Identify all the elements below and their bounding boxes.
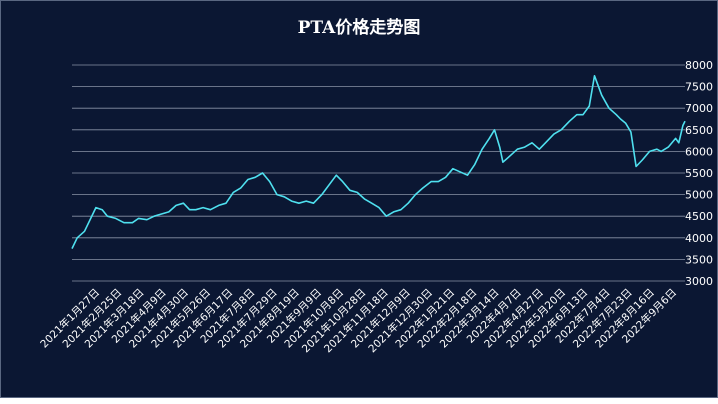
pta-price-line bbox=[71, 75, 686, 249]
y-tick-label: 7000 bbox=[685, 102, 713, 115]
price-line-chart: 3000 3500 4000 4500 5000 5500 6000 6500 7000 7500… bbox=[38, 59, 713, 355]
y-tick-label: 7500 bbox=[685, 81, 713, 94]
y-tick-label: 6500 bbox=[685, 124, 713, 137]
y-tick-label: 4000 bbox=[685, 232, 713, 245]
y-tick-label: 3000 bbox=[685, 275, 713, 288]
y-tick-label: 4500 bbox=[685, 210, 713, 223]
y-tick-label: 8000 bbox=[685, 59, 713, 72]
y-tick-label: 6000 bbox=[685, 145, 713, 158]
y-tick-label: 5500 bbox=[685, 167, 713, 180]
y-tick-label: 3500 bbox=[685, 253, 713, 266]
y-tick-label: 5000 bbox=[685, 189, 713, 202]
chart-title: PTA价格走势图 bbox=[297, 18, 421, 38]
